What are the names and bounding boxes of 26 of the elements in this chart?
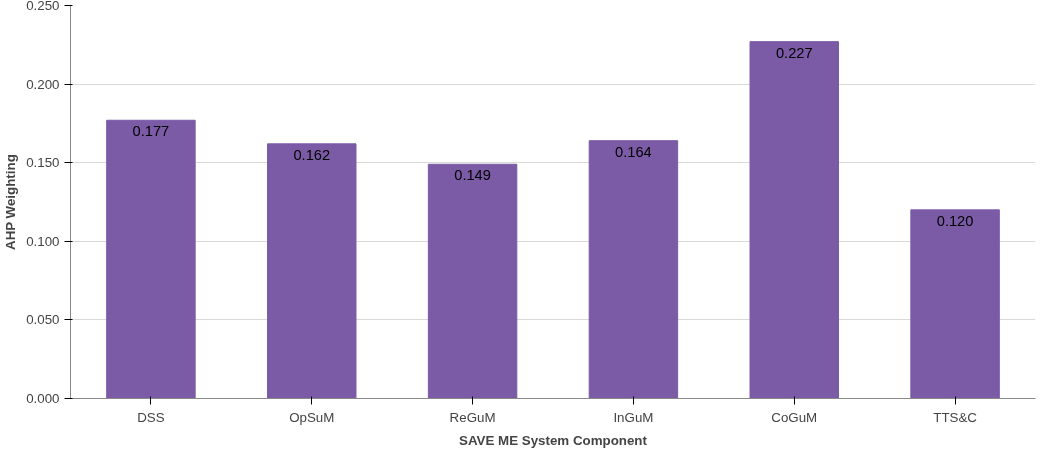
y-tick-label: 0.000 bbox=[26, 391, 60, 406]
data-label: 0.162 bbox=[293, 146, 331, 163]
x-tick-label: ReGuM bbox=[449, 409, 496, 425]
bar bbox=[910, 209, 1000, 399]
y-tick-label: 0.150 bbox=[26, 155, 60, 171]
data-label: 0.227 bbox=[775, 44, 813, 61]
data-label: 0.177 bbox=[132, 123, 170, 140]
bar bbox=[427, 163, 518, 399]
x-tick-label: OpSuM bbox=[289, 409, 335, 425]
x-tick-label: InGuM bbox=[613, 409, 654, 425]
y-tick-label: 0.200 bbox=[26, 76, 60, 92]
x-axis-title: SAVE ME System Component bbox=[459, 432, 648, 448]
bar bbox=[267, 143, 357, 399]
y-tick-label: 0.050 bbox=[26, 312, 60, 328]
bar bbox=[588, 140, 679, 399]
x-tick-label: CoGuM bbox=[771, 409, 818, 425]
x-tick-label: DSS bbox=[137, 409, 165, 425]
bar bbox=[106, 119, 196, 399]
data-label: 0.164 bbox=[615, 143, 652, 160]
y-tick-label: 0.250 bbox=[26, 0, 60, 13]
y-axis-title: AHP Weighting bbox=[3, 154, 19, 250]
data-label: 0.120 bbox=[936, 212, 974, 229]
bar bbox=[749, 41, 839, 399]
x-tick-label: TTS&C bbox=[933, 409, 978, 425]
data-label: 0.149 bbox=[454, 167, 491, 184]
y-tick-label: 0.100 bbox=[26, 233, 60, 249]
